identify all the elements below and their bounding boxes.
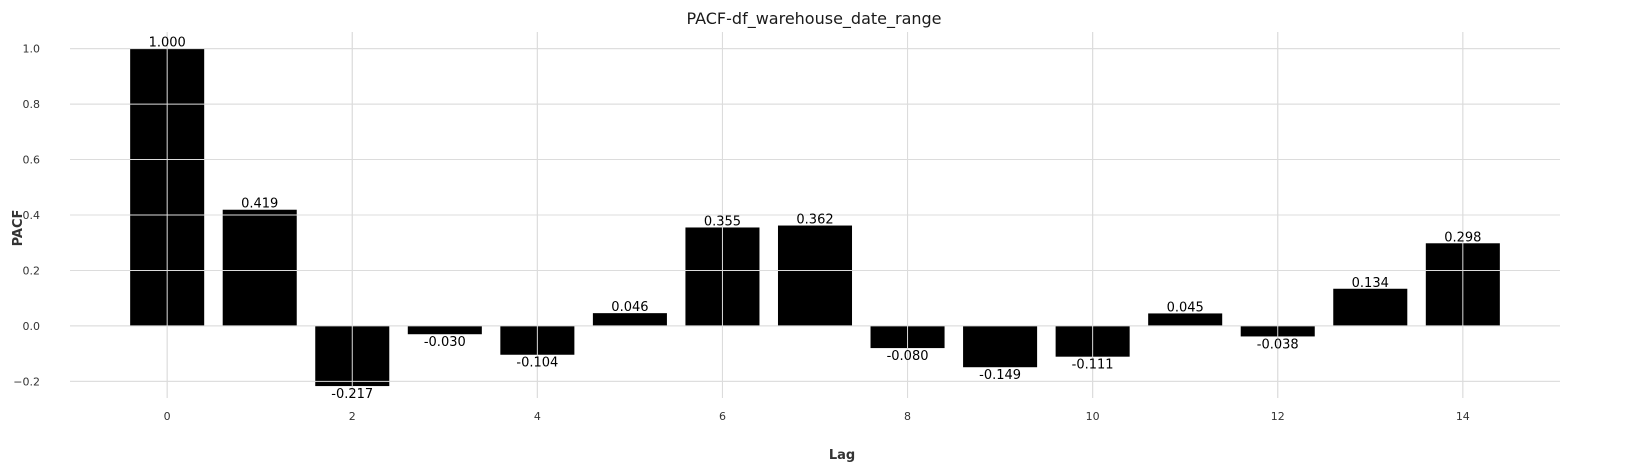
y-tick-label: 0.6: [23, 154, 41, 167]
bar-lag-9: [963, 325, 1038, 368]
data-label-lag-2: -0.217: [331, 387, 373, 402]
chart-title: PACF-df_warehouse_date_range: [686, 9, 941, 29]
bar-lag-13: [1333, 288, 1408, 326]
y-tick-label: 0.2: [23, 264, 41, 277]
x-tick-label: 0: [164, 410, 171, 423]
data-label-lag-9: -0.149: [979, 368, 1021, 383]
data-label-lag-12: -0.038: [1257, 337, 1299, 352]
y-tick-label: 0.4: [23, 209, 41, 222]
x-tick-label: 4: [534, 410, 541, 423]
data-label-lag-5: 0.046: [611, 300, 648, 315]
x-tick-label: 2: [349, 410, 356, 423]
vertical-grid-overlay: [70, 32, 1560, 398]
y-axis-label: PACF: [11, 210, 26, 247]
bar-lag-3: [407, 325, 482, 335]
y-tick-label: 1.0: [23, 43, 41, 56]
x-tick-label: 10: [1086, 410, 1100, 423]
x-tick-label: 14: [1456, 410, 1470, 423]
data-label-lag-0: 1.000: [149, 36, 186, 51]
data-label-lag-6: 0.355: [704, 214, 741, 229]
data-label-lag-3: -0.030: [424, 335, 466, 350]
bar-lag-7: [777, 225, 853, 326]
y-tick-label: −0.2: [13, 375, 40, 388]
data-label-lag-14: 0.298: [1444, 230, 1481, 245]
bar-lag-1: [222, 209, 297, 326]
x-tick-label: 12: [1271, 410, 1285, 423]
bar-lag-11: [1148, 313, 1223, 326]
data-label-lag-8: -0.080: [887, 349, 929, 364]
data-label-lag-10: -0.111: [1072, 358, 1114, 373]
x-tick-label: 6: [719, 410, 726, 423]
data-label-lag-4: -0.104: [516, 356, 558, 371]
y-tick-label: 0.0: [23, 320, 41, 333]
data-label-lag-7: 0.362: [796, 213, 833, 228]
data-label-lag-1: 0.419: [241, 197, 278, 212]
x-tick-label: 8: [904, 410, 911, 423]
data-label-lag-11: 0.045: [1167, 300, 1204, 315]
y-tick-labels: −0.2 0.0 0.2 0.4 0.6 0.8 1.0: [13, 43, 40, 389]
data-label-lag-13: 0.134: [1352, 276, 1389, 291]
y-tick-label: 0.8: [23, 98, 41, 111]
x-axis-label: Lag: [829, 448, 855, 463]
bar-lag-5: [592, 313, 667, 326]
x-tick-labels: 0 2 4 6 8 10 12 14: [164, 410, 1470, 423]
data-labels: 1.000 0.419 -0.217 -0.030 -0.104 0.046 0.355 0.…: [149, 36, 1482, 402]
